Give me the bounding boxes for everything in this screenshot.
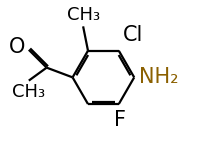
Text: F: F [114, 110, 126, 130]
Text: CH₃: CH₃ [66, 6, 100, 24]
Text: Cl: Cl [123, 25, 143, 45]
Text: O: O [9, 37, 26, 57]
Text: NH₂: NH₂ [139, 67, 178, 87]
Text: CH₃: CH₃ [12, 83, 45, 101]
